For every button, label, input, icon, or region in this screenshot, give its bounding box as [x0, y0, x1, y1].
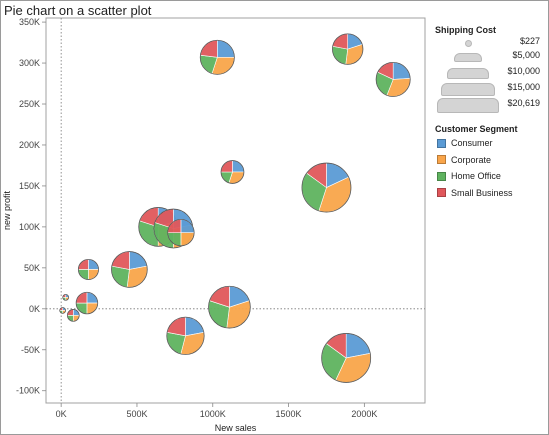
- pie-marker-outline: [167, 219, 195, 247]
- size-legend-label: $227: [519, 36, 540, 46]
- x-axis-label: New sales: [215, 423, 257, 433]
- size-legend-label: $10,000: [507, 66, 540, 76]
- color-legend-swatch: [437, 171, 446, 181]
- color-legend-label: Home Office: [451, 171, 501, 182]
- color-legend-swatch: [437, 155, 446, 165]
- y-tick-label: 0K: [29, 304, 40, 314]
- color-legend: Consumer Corporate Home Office Small Busine…: [437, 135, 547, 201]
- x-tick-label: 2000K: [351, 409, 377, 419]
- size-legend-title: Shipping Cost: [435, 25, 496, 35]
- size-legend-label: $20,619: [507, 98, 540, 108]
- color-legend-swatch: [437, 188, 446, 198]
- size-legend-shape: [437, 97, 499, 113]
- size-legend: $227 $5,000 $10,000 $15,000 $20,619: [434, 36, 546, 113]
- color-legend-label: Corporate: [451, 154, 492, 165]
- y-tick-label: 350K: [19, 17, 40, 27]
- pie-slice-corporate: [126, 265, 148, 288]
- size-legend-shape: [454, 52, 482, 62]
- pie-marker-outline: [375, 61, 411, 97]
- pie-marker-outline: [62, 293, 70, 301]
- y-tick-label: -50K: [21, 345, 40, 355]
- color-legend-label: Consumer: [451, 138, 493, 149]
- x-tick-label: 0K: [56, 409, 67, 419]
- pie-marker-outline: [332, 33, 364, 65]
- pie-marker-outline: [77, 258, 99, 280]
- pie-marker-outline: [321, 333, 372, 383]
- size-legend-shape: [447, 67, 489, 79]
- x-tick-label: 500K: [126, 409, 147, 419]
- color-legend-item: Small Business: [437, 185, 547, 202]
- pie-marker-outline: [301, 162, 352, 213]
- plot-area-border: [45, 17, 426, 404]
- y-tick-label: 200K: [19, 140, 40, 150]
- pie-marker-outline: [220, 160, 245, 184]
- pie-marker-outline: [208, 285, 251, 329]
- color-legend-swatch: [437, 138, 446, 148]
- pie-marker-outline: [111, 251, 148, 288]
- y-axis-label: new profit: [2, 190, 12, 230]
- size-legend-label: $5,000: [512, 50, 540, 60]
- size-legend-shape: [441, 82, 495, 96]
- pie-marker-outline: [59, 307, 67, 314]
- size-legend-shape: [464, 39, 472, 47]
- x-tick-label: 1000K: [200, 409, 226, 419]
- x-tick-label: 1500K: [276, 409, 302, 419]
- pie-marker-outline: [66, 309, 80, 322]
- color-legend-label: Small Business: [451, 187, 513, 198]
- color-legend-item: Consumer: [437, 135, 547, 152]
- chart-title: Pie chart on a scatter plot: [4, 3, 152, 18]
- y-tick-label: 100K: [19, 222, 40, 232]
- y-tick-label: 150K: [19, 181, 40, 191]
- y-tick-label: 250K: [19, 99, 40, 109]
- y-tick-label: 50K: [24, 263, 40, 273]
- pie-marker-outline: [75, 291, 99, 315]
- color-legend-item: Corporate: [437, 152, 547, 169]
- y-tick-label: 300K: [19, 58, 40, 68]
- size-legend-label: $15,000: [507, 82, 540, 92]
- pie-slice-home-office: [111, 265, 130, 288]
- color-legend-item: Home Office: [437, 168, 547, 185]
- pie-marker-outline: [166, 316, 205, 355]
- y-tick-label: -100K: [16, 386, 40, 396]
- color-legend-title: Customer Segment: [435, 124, 518, 134]
- pie-marker-outline: [199, 39, 235, 75]
